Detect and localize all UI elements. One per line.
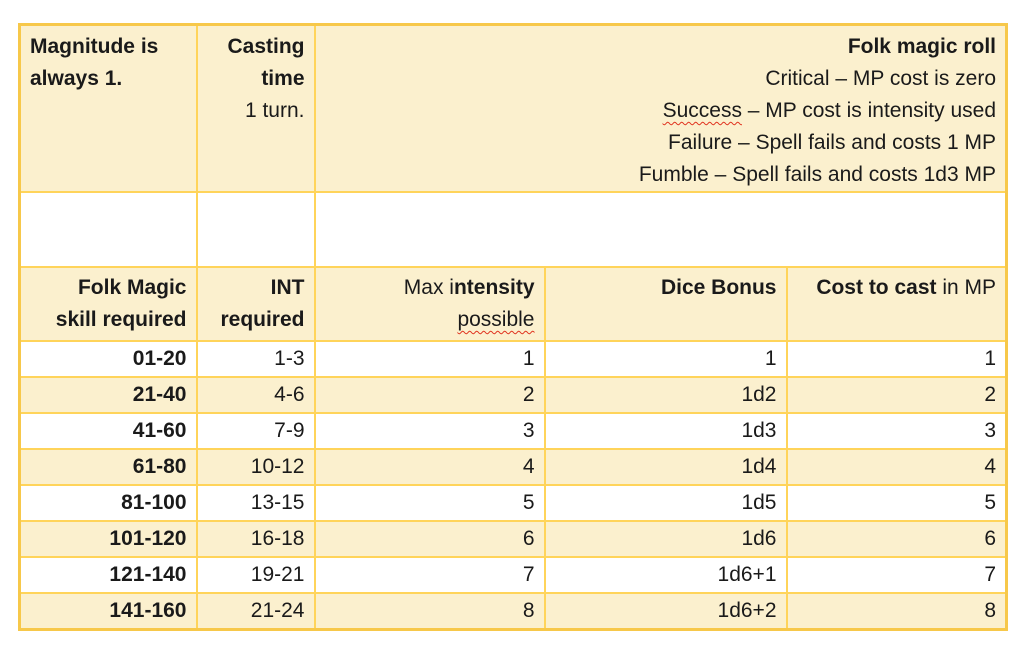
cell-int: 7-9 [195, 412, 316, 450]
cell-int: 19-21 [195, 556, 316, 594]
cell-cost: 3 [785, 412, 1008, 450]
roll-outcome-line: Success – MP cost is intensity used [662, 99, 997, 122]
cell-max-intensity: 8 [313, 592, 546, 630]
cell-int: 16-18 [195, 520, 316, 558]
cell-cost: 8 [785, 592, 1008, 630]
folk-magic-roll-cell: Folk magic roll Critical – MP cost is ze… [313, 23, 1008, 193]
cell-skill: 61-80 [18, 448, 198, 486]
cell-int: 1-3 [195, 340, 316, 378]
column-header-dice-bonus: Dice Bonus [543, 266, 788, 342]
roll-outcome-line: Fumble – Spell fails and costs 1d3 MP [638, 163, 997, 186]
column-header-max-intensity-possible: Max intensity possible [313, 266, 546, 342]
casting-time-label-line: Casting [227, 35, 305, 58]
column-header-line: Max intensity [403, 276, 535, 299]
cell-cost: 4 [785, 448, 1008, 486]
magnitude-note-cell: Magnitude is always 1. [18, 23, 198, 193]
cell-int: 4-6 [195, 376, 316, 414]
cell-max-intensity: 4 [313, 448, 546, 486]
cell-dice-bonus: 1 [543, 340, 788, 378]
cell-skill: 41-60 [18, 412, 198, 450]
column-header-cost-to-cast-in-mp: Cost to cast in MP [785, 266, 1008, 342]
table-row: 41-60 7-9 3 1d3 3 [18, 412, 1008, 450]
casting-time-label-line: time [261, 67, 305, 90]
cell-cost: 7 [785, 556, 1008, 594]
cell-int: 13-15 [195, 484, 316, 522]
cell-max-intensity: 6 [313, 520, 546, 558]
column-header-line: Cost to cast in MP [816, 276, 997, 299]
magnitude-note-line: always 1. [30, 67, 123, 90]
column-header-line: required [220, 308, 305, 331]
table-row: 21-40 4-6 2 1d2 2 [18, 376, 1008, 414]
cell-cost: 5 [785, 484, 1008, 522]
table-row: 81-100 13-15 5 1d5 5 [18, 484, 1008, 522]
magnitude-note-line: Magnitude is [30, 35, 159, 58]
cell-int: 10-12 [195, 448, 316, 486]
cell-dice-bonus: 1d2 [543, 376, 788, 414]
spacer-cell [195, 191, 316, 268]
column-header-int-required: INT required [195, 266, 316, 342]
cell-max-intensity: 1 [313, 340, 546, 378]
table-row: 121-140 19-21 7 1d6+1 7 [18, 556, 1008, 594]
info-row: Magnitude is always 1. Casting time 1 turn.… [18, 23, 1008, 193]
cell-skill: 141-160 [18, 592, 198, 630]
folk-magic-roll-outcomes: Critical – MP cost is zero Success – MP c… [325, 63, 997, 190]
cell-dice-bonus: 1d6+2 [543, 592, 788, 630]
cell-int: 21-24 [195, 592, 316, 630]
cell-dice-bonus: 1d6+1 [543, 556, 788, 594]
cell-cost: 6 [785, 520, 1008, 558]
cell-skill: 101-120 [18, 520, 198, 558]
cell-cost: 1 [785, 340, 1008, 378]
cell-skill: 121-140 [18, 556, 198, 594]
folk-magic-roll-title: Folk magic roll [847, 35, 997, 58]
table-row: 61-80 10-12 4 1d4 4 [18, 448, 1008, 486]
column-header-line: skill required [55, 308, 187, 331]
cell-cost: 2 [785, 376, 1008, 414]
cell-max-intensity: 7 [313, 556, 546, 594]
cell-skill: 01-20 [18, 340, 198, 378]
table-row: 101-120 16-18 6 1d6 6 [18, 520, 1008, 558]
cell-dice-bonus: 1d4 [543, 448, 788, 486]
roll-outcome-line: Critical – MP cost is zero [765, 67, 997, 90]
table-row: 141-160 21-24 8 1d6+2 8 [18, 592, 1008, 630]
roll-outcome-line: Failure – Spell fails and costs 1 MP [668, 131, 997, 154]
cell-skill: 21-40 [18, 376, 198, 414]
spacer-cell [18, 191, 198, 268]
cell-dice-bonus: 1d3 [543, 412, 788, 450]
cell-max-intensity: 3 [313, 412, 546, 450]
header-row: Folk Magic skill required INT required Max i… [18, 266, 1008, 342]
cell-max-intensity: 5 [313, 484, 546, 522]
column-header-line: Folk Magic [77, 276, 187, 299]
casting-time-cell: Casting time 1 turn. [195, 23, 316, 193]
cell-max-intensity: 2 [313, 376, 546, 414]
cell-skill: 81-100 [18, 484, 198, 522]
table-row: 01-20 1-3 1 1 1 [18, 340, 1008, 378]
column-header-line: Dice Bonus [660, 276, 777, 299]
column-header-line: INT [270, 276, 305, 299]
column-header-line: possible [457, 308, 535, 331]
casting-time-value: 1 turn. [244, 99, 305, 122]
column-header-folk-magic-skill-required: Folk Magic skill required [18, 266, 198, 342]
folk-magic-table: Magnitude is always 1. Casting time 1 turn.… [18, 23, 1009, 631]
spacer-cell [313, 191, 1008, 268]
spacer-row [18, 191, 1008, 268]
cell-dice-bonus: 1d5 [543, 484, 788, 522]
cell-dice-bonus: 1d6 [543, 520, 788, 558]
